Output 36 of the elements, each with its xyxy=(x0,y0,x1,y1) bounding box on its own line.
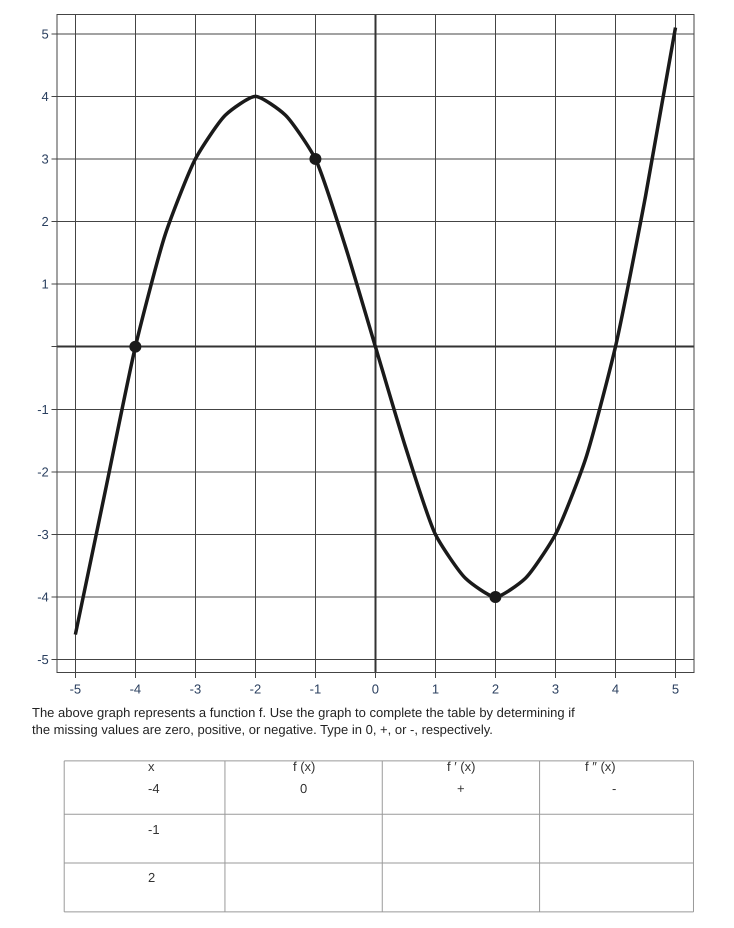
x-tick-label: -5 xyxy=(70,682,82,697)
text: f (x) xyxy=(293,759,316,774)
y-tick-label: -1 xyxy=(37,402,49,417)
x-tick-label: -4 xyxy=(130,682,142,697)
point xyxy=(129,340,142,353)
x-tick-label: -2 xyxy=(250,682,262,697)
text: 0 xyxy=(300,781,308,796)
text: -4 xyxy=(148,781,160,796)
text: + xyxy=(457,781,465,796)
x-tick-label: 4 xyxy=(612,682,620,697)
point xyxy=(489,591,502,604)
text: f ′ (x) xyxy=(447,759,476,774)
x-tick-label: 5 xyxy=(672,682,680,697)
text: -1 xyxy=(148,822,160,837)
y-tick-label: 5 xyxy=(42,26,49,42)
y-tick-label: 4 xyxy=(42,88,49,104)
x-tick-label: -1 xyxy=(310,682,322,697)
y-tick-label: -4 xyxy=(37,590,49,605)
y-tick-label: 1 xyxy=(42,276,49,292)
y-tick-label: -2 xyxy=(37,464,49,480)
text: 2 xyxy=(148,870,156,885)
y-tick-label: -3 xyxy=(37,526,49,542)
y-tick-label: -5 xyxy=(37,652,49,668)
text: f ″ (x) xyxy=(585,759,616,774)
text: - xyxy=(612,781,616,796)
text: The above graph represents a function f. Use the graph to complete the table by determining if the missing values are zero, positive, or negative. Type in 0, +, or -, respectively. xyxy=(32,705,576,737)
text: x xyxy=(148,759,155,774)
y-tick-label: 2 xyxy=(42,214,49,230)
x-tick-label: 3 xyxy=(552,682,560,697)
x-tick-label: 1 xyxy=(432,682,440,697)
point xyxy=(309,152,322,165)
x-tick-label: 2 xyxy=(492,682,500,697)
y-tick-label: 3 xyxy=(42,151,49,166)
line-series xyxy=(74,26,678,636)
x-tick-label: 0 xyxy=(372,682,380,697)
x-tick-label: -3 xyxy=(190,682,202,697)
